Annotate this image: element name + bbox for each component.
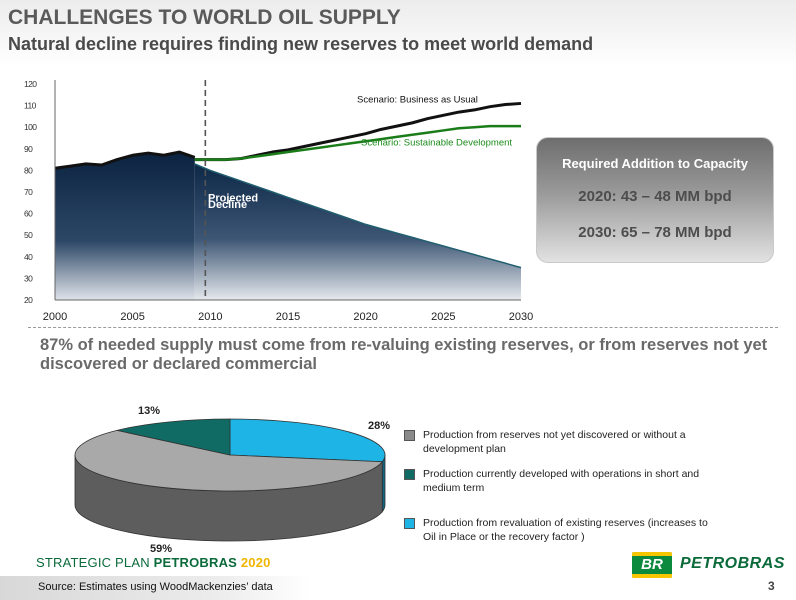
required-addition-box: Required Addition to Capacity 2020: 43 –… <box>536 137 774 263</box>
y-tick-label: 110 <box>24 101 37 111</box>
projected-decline-area <box>194 163 522 300</box>
requirement-2030: 2030: 65 – 78 MM bpd <box>578 224 732 241</box>
y-tick-label: 70 <box>24 187 33 197</box>
x-tick-label: 2010 <box>198 311 222 323</box>
strategic-plan-brand: PETROBRAS <box>153 555 238 570</box>
requirement-2020: 2020: 43 – 48 MM bpd <box>578 188 732 205</box>
pie-slice-revaluation-side <box>381 454 386 513</box>
y-tick-label: 90 <box>24 144 33 154</box>
footer-band <box>0 576 310 600</box>
y-tick-label: 120 <box>24 79 37 89</box>
legend-label: Production from reserves not yet discove… <box>423 429 686 455</box>
pie-slice-not-discovered <box>74 429 384 492</box>
x-tick-label: 2020 <box>353 311 377 323</box>
page-number: 3 <box>768 579 775 593</box>
series-label-sustainable-development: Scenario: Sustainable Development <box>361 138 512 149</box>
series-line-business-as-usual <box>194 101 522 162</box>
logo-stripe-bottom <box>632 574 672 578</box>
x-tick-label: 2005 <box>120 311 144 323</box>
header-band <box>0 0 796 66</box>
pie-label-not-discovered: 59% <box>150 543 172 555</box>
required-addition-title: Required Addition to Capacity <box>562 156 748 171</box>
projected-decline-label-line2: Decline <box>208 199 247 211</box>
pie-label-developed: 13% <box>138 405 160 417</box>
y-tick-label: 30 <box>24 273 33 283</box>
y-tick-label: 60 <box>24 209 33 219</box>
logo-stripe-top <box>632 552 672 556</box>
series-line-historical <box>54 150 196 170</box>
strategic-plan-prefix: STRATEGIC PLAN <box>36 555 154 570</box>
legend-swatch-teal <box>404 469 415 480</box>
petrobras-logo-icon: BR <box>632 552 672 578</box>
pie-label-revaluation: 28% <box>368 420 390 432</box>
legend-swatch-gray <box>404 430 415 441</box>
series-line-sustainable-development <box>194 124 521 161</box>
supply-headline: 87% of needed supply must come from re-v… <box>40 336 768 373</box>
historical-area <box>55 152 195 300</box>
x-tick-label: 2025 <box>431 311 455 323</box>
section-divider <box>28 327 778 328</box>
strategic-plan-label: STRATEGIC PLAN PETROBRAS 2020 <box>36 555 271 570</box>
strategic-plan-year: 2020 <box>240 555 271 570</box>
y-tick-label: 80 <box>24 165 33 175</box>
series-line-projected-decline <box>194 163 522 269</box>
legend-label: Production from revaluation of existing … <box>423 517 708 543</box>
pie-slice-developed <box>116 418 231 456</box>
pie-slice-revaluation <box>229 418 386 463</box>
y-tick-label: 40 <box>24 252 33 262</box>
legend-swatch-cyan <box>404 518 415 529</box>
y-tick-label: 100 <box>24 122 37 132</box>
y-tick-label: 20 <box>24 295 33 305</box>
x-tick-label: 2000 <box>43 311 67 323</box>
x-tick-label: 2030 <box>509 311 533 323</box>
petrobras-wordmark: PETROBRAS <box>680 555 785 572</box>
supply-source-pie-chart: 28% 59% 13% <box>74 405 390 555</box>
page-title: CHALLENGES TO WORLD OIL SUPPLY <box>8 6 401 29</box>
y-tick-label: 50 <box>24 230 33 240</box>
logo-mark: BR <box>641 556 663 573</box>
page-subtitle: Natural decline requires finding new res… <box>8 34 594 54</box>
series-label-business-as-usual: Scenario: Business as Usual <box>357 94 478 105</box>
x-tick-label: 2015 <box>276 311 300 323</box>
legend-label: Production currently developed with oper… <box>423 468 700 494</box>
projected-decline-label: Projected <box>208 193 258 205</box>
source-note: Source: Estimates using WoodMackenzies’ … <box>38 581 273 593</box>
